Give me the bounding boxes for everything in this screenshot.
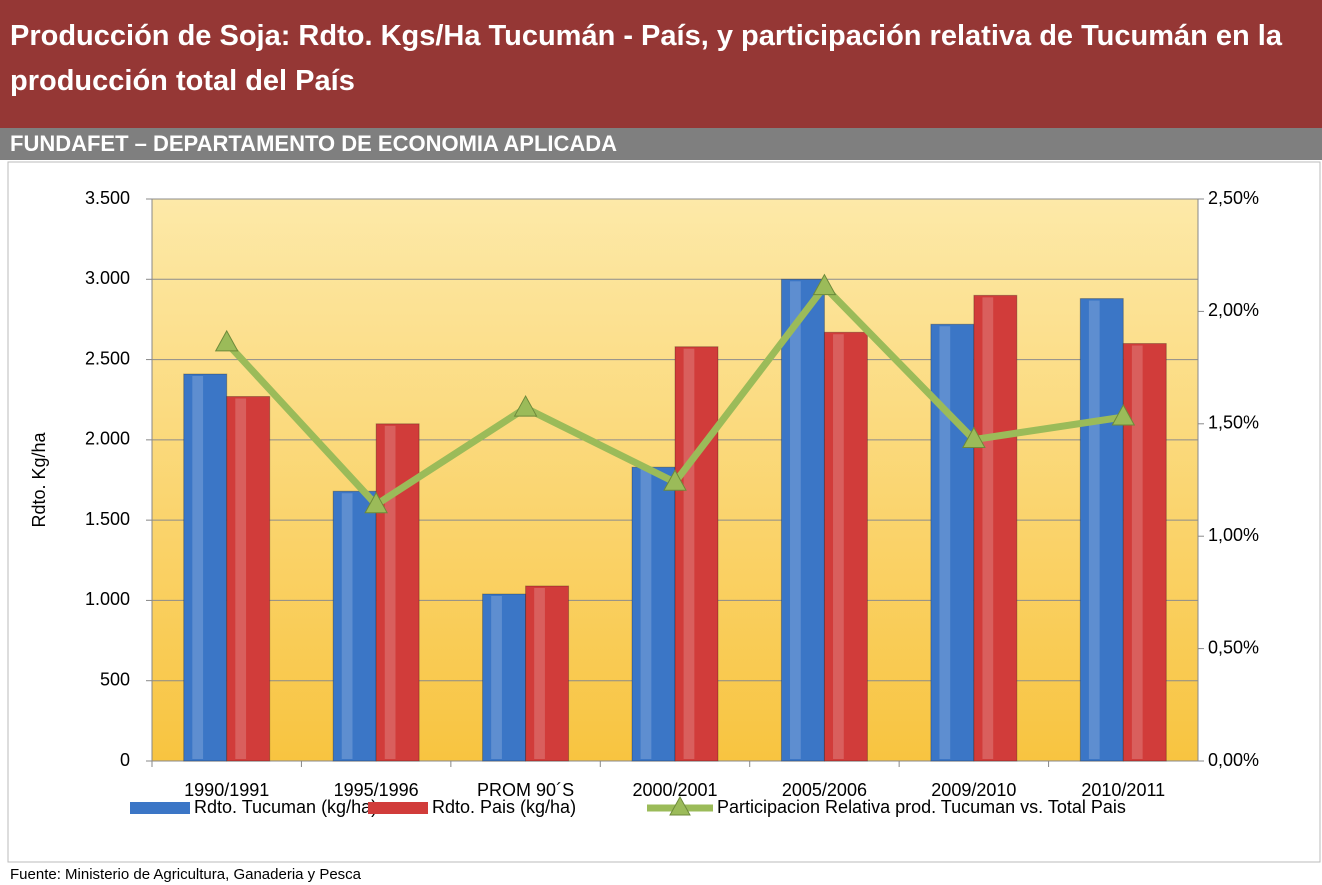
bar [482, 593, 527, 762]
y-tick-label: 2.000 [85, 429, 130, 449]
bar [226, 396, 271, 762]
x-tick-label: 1990/1991 [184, 780, 269, 800]
y-tick-label: 0 [120, 750, 130, 770]
x-tick-label: PROM 90´S [477, 780, 574, 800]
x-tick-label: 2009/2010 [931, 780, 1016, 800]
legend-marker [669, 795, 691, 816]
legend-label: Rdto. Tucuman (kg/ha) [194, 797, 377, 817]
bar [1122, 343, 1167, 762]
bar [631, 466, 676, 762]
y-tick-label: 3.500 [85, 188, 130, 208]
legend-label: Participacion Relativa prod. Tucuman vs.… [717, 797, 1126, 817]
x-tick-label: 2010/2011 [1081, 780, 1165, 800]
y2-tick-label: 2,50% [1208, 188, 1259, 208]
y2-tick-label: 0,00% [1208, 750, 1259, 770]
marker [663, 469, 687, 491]
header-title: Producción de Soja: Rdto. Kgs/Ha Tucumán… [0, 0, 1322, 128]
y2-tick-label: 1,00% [1208, 525, 1259, 545]
bar-shine [1088, 300, 1100, 759]
bar [1079, 298, 1124, 762]
bar [674, 346, 719, 762]
bar-shine [982, 297, 994, 759]
bar-shine [235, 398, 247, 759]
bar-shine [1131, 345, 1143, 759]
chart-frame [7, 161, 1321, 863]
bar [930, 323, 975, 762]
y-tick-label: 1.000 [85, 589, 130, 609]
bar [780, 278, 825, 762]
y-tick-label: 500 [100, 669, 130, 689]
marker [962, 426, 986, 449]
marker [1111, 404, 1136, 426]
bar-shine [683, 348, 695, 759]
source: Fuente: Ministerio de Agricultura, Ganad… [10, 866, 362, 883]
y2-tick-label: 2,00% [1208, 300, 1259, 320]
y-tick-label: 1.500 [85, 509, 130, 529]
legend-swatch [368, 802, 428, 814]
legend-label: Rdto. Pais (kg/ha) [432, 797, 576, 817]
bar-shine [491, 596, 502, 759]
bar-shine [939, 326, 951, 759]
marker [364, 491, 388, 514]
bar [525, 585, 570, 762]
marker [812, 273, 837, 296]
bar-shine [534, 587, 545, 759]
bar-shine [790, 281, 801, 759]
y2-tick-label: 0,50% [1208, 637, 1259, 657]
bar [823, 331, 868, 762]
bar [973, 294, 1018, 762]
bar-shine [640, 469, 652, 759]
bar-shine [833, 334, 844, 759]
y2-tick-label: 1,50% [1208, 413, 1259, 433]
legend-swatch [130, 802, 190, 814]
x-tick-label: 2005/2006 [782, 780, 867, 800]
y-tick-label: 3.000 [85, 268, 130, 288]
header-subtitle: FUNDAFET – DEPARTAMENTO DE ECONOMIA APLI… [0, 128, 1322, 160]
x-tick-label: 1995/1996 [334, 780, 419, 800]
marker [513, 395, 538, 417]
y-tick-label: 2.500 [85, 348, 130, 368]
marker [214, 329, 239, 352]
bar-shine [384, 425, 396, 759]
y-axis-title: Rdto. Kg/ha [29, 431, 49, 527]
bar-shine [192, 376, 204, 759]
x-tick-label: 2000/2001 [632, 780, 717, 800]
bar [375, 423, 420, 762]
bar [183, 373, 228, 762]
bar-shine [341, 493, 353, 759]
bar [332, 490, 377, 762]
